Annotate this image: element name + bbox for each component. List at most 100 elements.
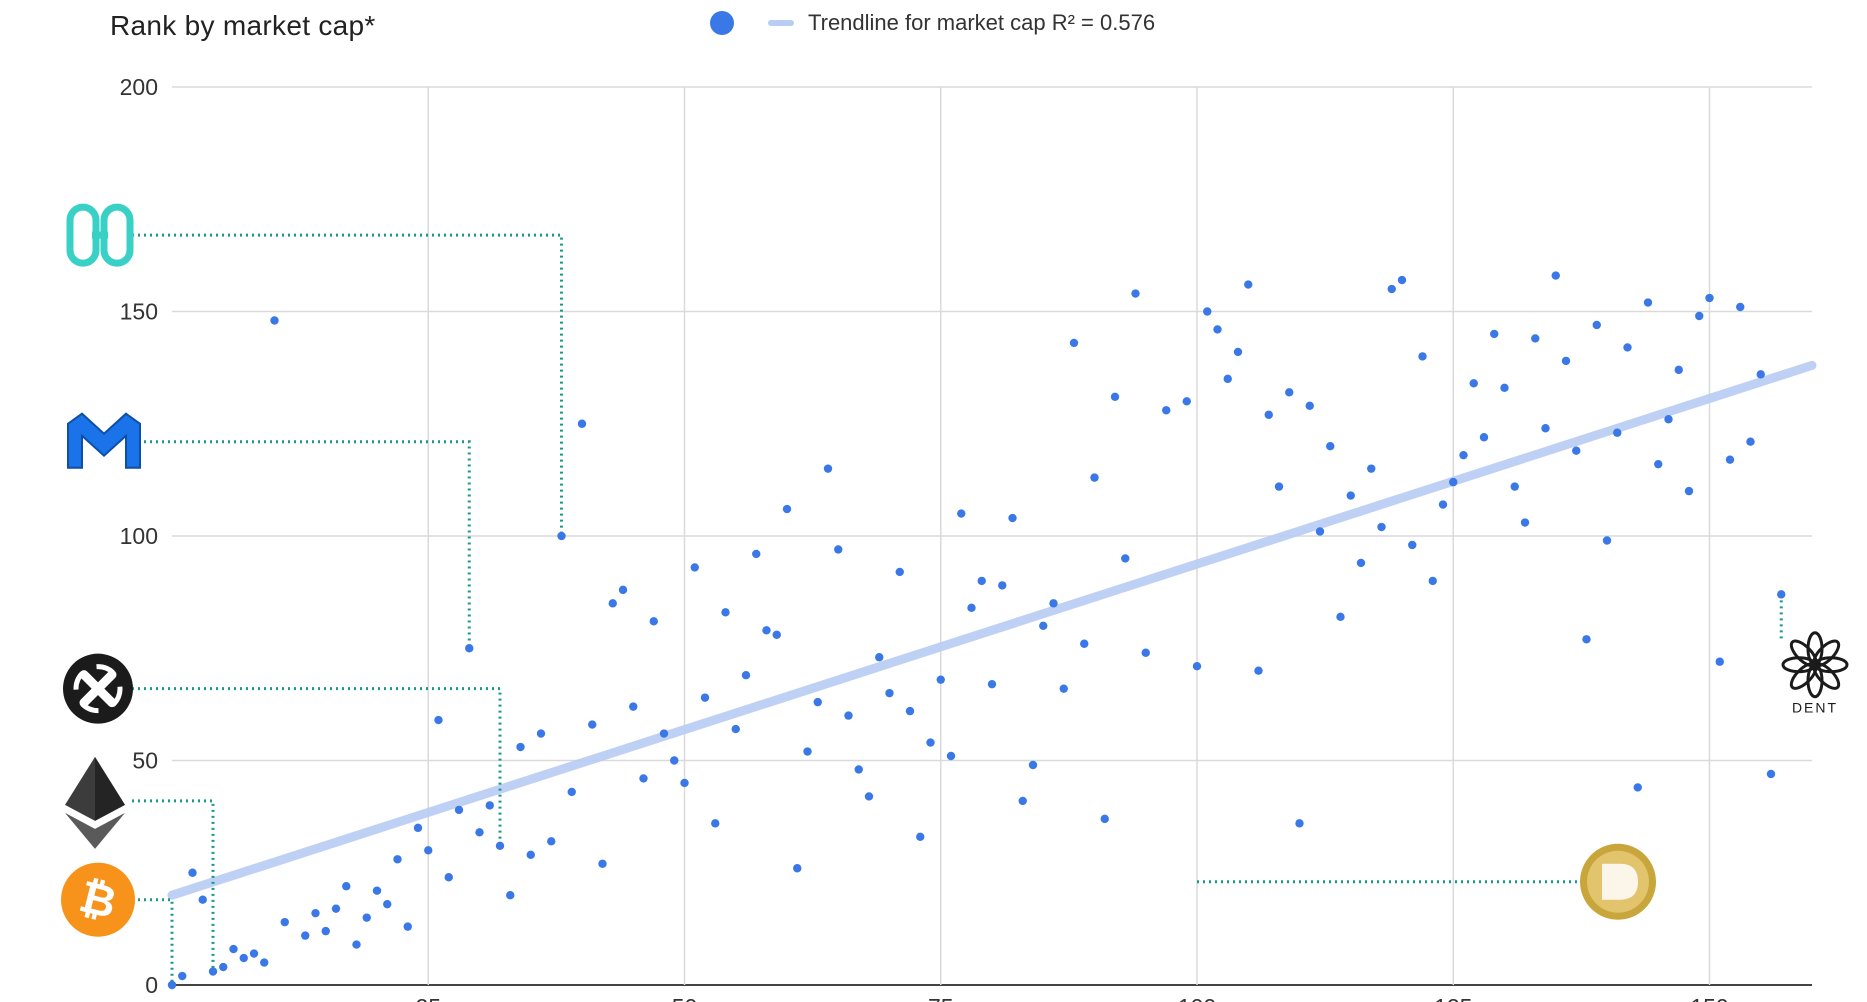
data-point: [1008, 513, 1017, 523]
legend-marker-trendline: [768, 20, 794, 26]
data-point: [1356, 558, 1366, 568]
data-point: [1367, 464, 1376, 473]
data-point: [393, 855, 402, 864]
data-point: [444, 873, 453, 882]
data-point: [1377, 522, 1386, 532]
data-point: [823, 464, 833, 473]
data-point: [1223, 374, 1232, 384]
zrx-logo: [63, 653, 133, 724]
data-point: [1326, 442, 1335, 451]
data-point: [905, 706, 915, 716]
data-point: [1213, 325, 1222, 334]
x-tick-label: 50: [672, 994, 698, 1002]
data-point: [1039, 621, 1048, 630]
data-point: [936, 675, 945, 684]
data-point: [1592, 320, 1601, 330]
data-point: [834, 545, 843, 554]
matic-logo: [67, 412, 141, 469]
bitcoin-logo-connector: [132, 898, 174, 985]
ethereum-logo: [65, 756, 125, 849]
data-point: [987, 679, 997, 689]
data-point: [772, 630, 781, 639]
data-point: [1602, 536, 1612, 545]
data-point: [352, 940, 361, 949]
data-point: [1131, 289, 1140, 298]
data-point: [1582, 635, 1591, 644]
data-point: [1397, 275, 1407, 285]
data-point: [1500, 383, 1509, 393]
data-point: [208, 967, 218, 976]
data-point: [577, 419, 587, 428]
data-point: [1531, 334, 1540, 343]
data-point: [229, 944, 238, 954]
data-point: [1561, 356, 1571, 366]
data-point: [803, 747, 812, 756]
data-point: [1664, 415, 1673, 424]
data-point: [895, 567, 904, 577]
data-point: [1479, 433, 1489, 442]
data-point: [639, 774, 648, 783]
y-tick-label: 150: [120, 299, 158, 325]
data-point: [711, 819, 720, 828]
data-point: [1387, 284, 1396, 294]
data-point: [1684, 486, 1694, 496]
data-point: [424, 846, 433, 855]
data-point: [1438, 500, 1448, 509]
eth-top-shade: [95, 756, 125, 821]
data-point: [1233, 347, 1243, 357]
data-point: [1192, 662, 1202, 671]
data-point: [1100, 814, 1109, 824]
data-point: [1469, 379, 1478, 388]
data-point: [1428, 576, 1437, 586]
data-point: [1274, 482, 1284, 491]
data-point: [1551, 271, 1560, 280]
data-point: [198, 895, 207, 904]
data-point: [465, 644, 474, 653]
dogecoin-logo: [1580, 843, 1656, 920]
data-point: [926, 738, 935, 747]
data-point: [167, 980, 177, 990]
data-point: [1777, 590, 1786, 599]
data-point: [1654, 459, 1663, 469]
chart-title: Rank by market cap*: [110, 10, 376, 41]
data-point: [1090, 473, 1099, 482]
data-point: [1203, 307, 1212, 316]
data-point: [362, 913, 371, 922]
data-point: [1572, 446, 1581, 455]
zrx-cross: [79, 670, 117, 708]
x-tick-label: 125: [1434, 994, 1472, 1002]
matic-shape: [67, 412, 141, 469]
data-point: [957, 509, 966, 518]
data-point: [1408, 540, 1417, 550]
data-point: [321, 926, 330, 936]
data-point: [1705, 293, 1714, 303]
data-point: [178, 971, 187, 981]
data-point: [844, 711, 853, 720]
data-point: [721, 608, 730, 617]
data-point: [1643, 298, 1653, 307]
legend-marker-points: [710, 11, 734, 35]
x-tick-label: 150: [1690, 994, 1728, 1002]
data-point: [434, 715, 443, 725]
data-point: [270, 316, 279, 325]
data-point: [516, 742, 525, 752]
data-point: [998, 581, 1007, 590]
data-point: [793, 864, 802, 873]
data-point: [1623, 343, 1632, 352]
data-point: [946, 751, 956, 761]
legend-label-trendline: Trendline for market cap R² = 0.576: [808, 10, 1156, 35]
data-point: [1541, 424, 1550, 433]
data-point: [1059, 684, 1068, 693]
data-point: [659, 729, 669, 738]
trendline: [167, 360, 1817, 900]
data-point: [670, 756, 679, 765]
data-point: [413, 823, 423, 833]
data-point: [1520, 518, 1530, 527]
data-point: [1069, 338, 1079, 348]
data-point: [372, 886, 382, 895]
data-point: [188, 868, 197, 877]
data-point: [475, 828, 484, 837]
data-point: [301, 931, 310, 940]
data-point: [1018, 796, 1027, 806]
